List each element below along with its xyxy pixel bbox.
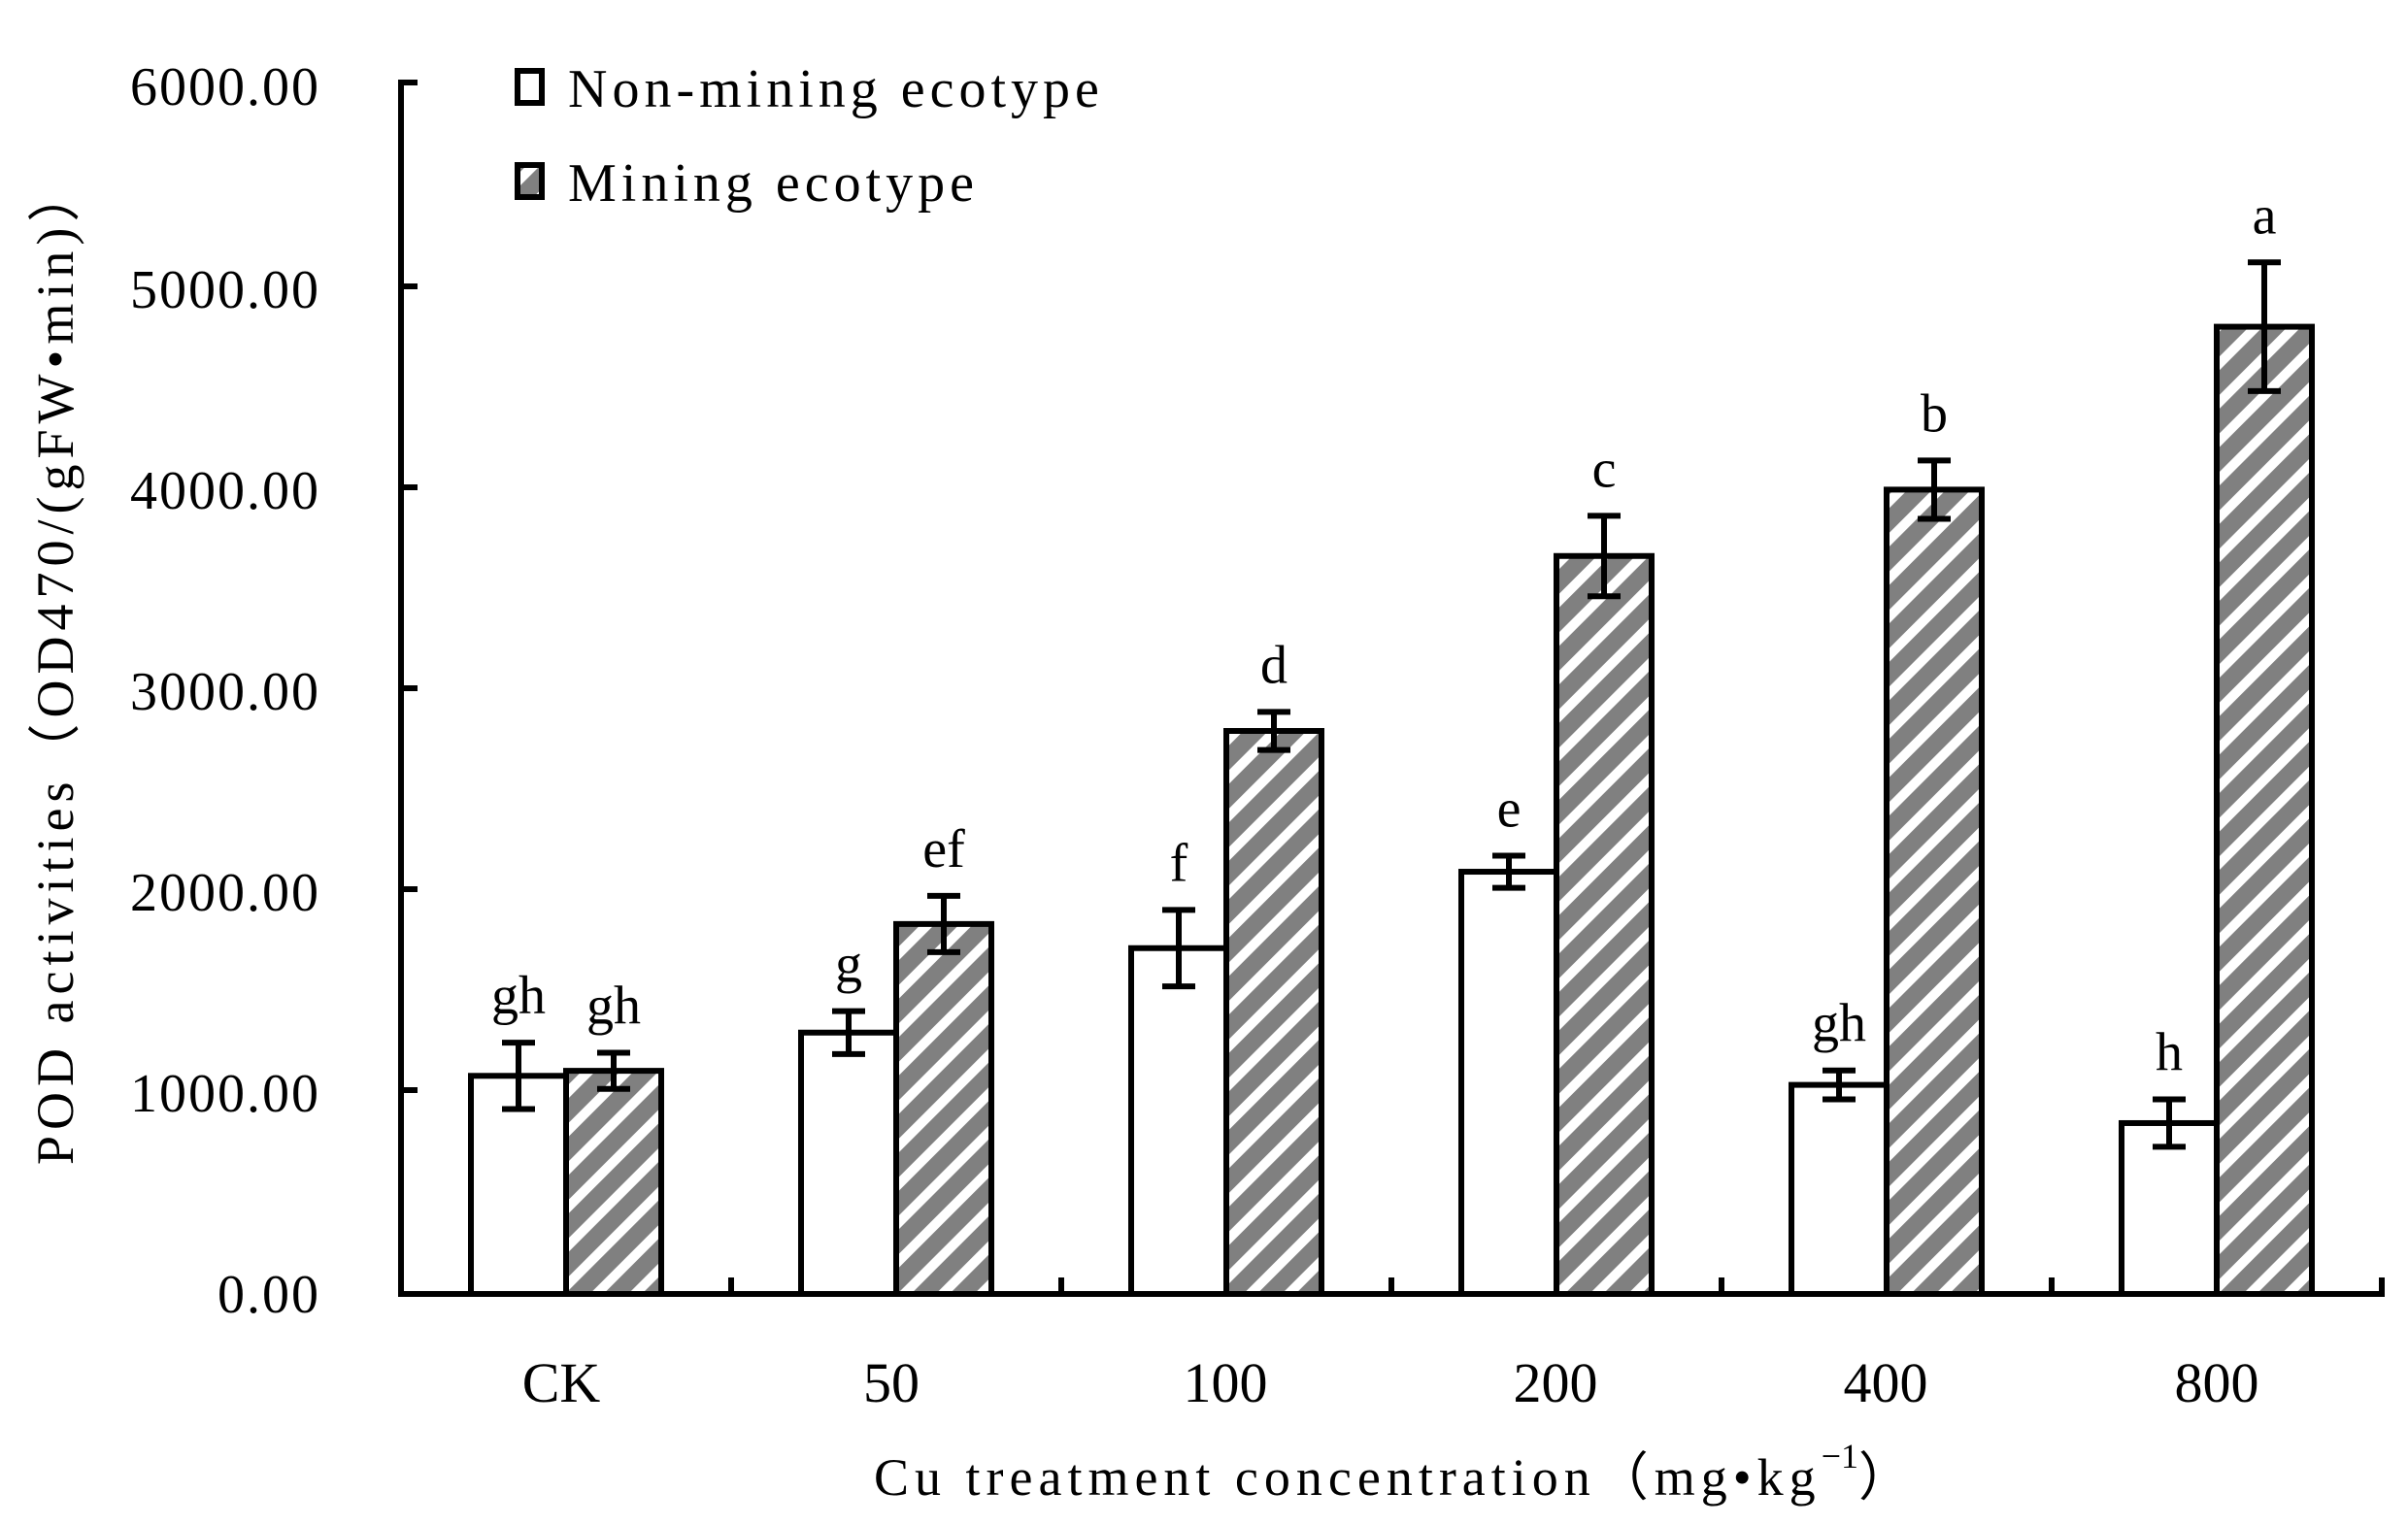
legend: Non-mining ecotype Mining ecotype: [515, 59, 1104, 214]
bar-mining-800: [2214, 323, 2315, 1298]
error-bar: [1162, 907, 1195, 990]
significance-letter: b: [1921, 383, 1948, 444]
x-axis: [398, 1277, 2385, 1297]
error-bar: [2248, 259, 2281, 394]
y-tick-label: 0.00: [217, 1265, 320, 1325]
error-bar: [1257, 709, 1290, 753]
bar-non-mining-100: [1128, 945, 1229, 1297]
x-tick-label-ck: CK: [522, 1351, 601, 1414]
y-tick-label: 2000.00: [130, 863, 320, 923]
error-bars-layer: [502, 259, 2281, 1150]
bar-non-mining-400: [1789, 1081, 1890, 1297]
y-tick-label: 4000.00: [130, 461, 320, 521]
significance-letter: gh: [586, 976, 641, 1036]
error-bar: [1918, 457, 1951, 522]
x-axis-title-superscript: −1: [1822, 1437, 1858, 1475]
significance-letter: gh: [1812, 994, 1866, 1054]
x-tick-label-100: 100: [1184, 1351, 1268, 1414]
y-axis-title: POD activities（OD470/(gFW•min)）: [26, 164, 84, 1165]
legend-swatch-white: [515, 68, 545, 106]
legend-item-non-mining: Non-mining ecotype: [515, 59, 1104, 119]
x-axis-title-main: Cu treatment concentration（mg•kg: [874, 1448, 1822, 1507]
error-bar: [927, 892, 960, 955]
legend-label-mining: Mining ecotype: [568, 153, 979, 214]
x-tick-label-200: 200: [1514, 1351, 1598, 1414]
bar-mining-400: [1884, 486, 1985, 1297]
significance-letter: g: [835, 935, 862, 995]
x-tick-labels: CK 50 100 200 400 800: [522, 1351, 2259, 1414]
y-tick-label: 3000.00: [130, 662, 320, 722]
significance-letter: a: [2253, 185, 2277, 246]
bar-mining-ck: [563, 1068, 664, 1298]
legend-swatch-hatched: [515, 162, 545, 200]
error-bar: [1588, 513, 1621, 600]
bar-mining-50: [893, 920, 994, 1297]
y-tick-labels: 0.00 1000.00 2000.00 3000.00 4000.00 500…: [130, 57, 320, 1325]
bar-non-mining-200: [1458, 869, 1559, 1297]
significance-letter: gh: [491, 966, 546, 1026]
y-tick-label: 5000.00: [130, 260, 320, 320]
x-axis-title-end: ）: [1858, 1448, 1917, 1507]
error-bar: [1823, 1067, 1856, 1103]
y-axis: [398, 80, 418, 1297]
x-tick-label-50: 50: [863, 1351, 920, 1414]
error-bar: [832, 1008, 865, 1057]
x-axis-title: Cu treatment concentration（mg•kg−1）: [874, 1437, 1917, 1507]
significance-letter: d: [1260, 635, 1288, 695]
bar-mining-200: [1554, 552, 1655, 1297]
x-tick-label-400: 400: [1844, 1351, 1928, 1414]
significance-letter: f: [1170, 833, 1188, 893]
error-bar: [2153, 1096, 2186, 1150]
y-tick-label: 6000.00: [130, 57, 320, 117]
x-tick-label-800: 800: [2175, 1351, 2259, 1414]
bar-mining-100: [1223, 728, 1324, 1297]
y-tick-label: 1000.00: [130, 1064, 320, 1124]
error-bar: [1492, 852, 1525, 891]
significance-letter: e: [1497, 779, 1522, 839]
significance-letter: h: [2156, 1023, 2183, 1083]
error-bar: [597, 1049, 630, 1092]
legend-item-mining: Mining ecotype: [515, 153, 979, 214]
significance-letter: ef: [922, 819, 965, 879]
error-bar: [502, 1040, 535, 1112]
legend-label-non-mining: Non-mining ecotype: [568, 59, 1104, 119]
significance-letter: c: [1592, 439, 1617, 499]
bar-non-mining-50: [798, 1029, 899, 1297]
bars-layer: [468, 323, 2315, 1298]
